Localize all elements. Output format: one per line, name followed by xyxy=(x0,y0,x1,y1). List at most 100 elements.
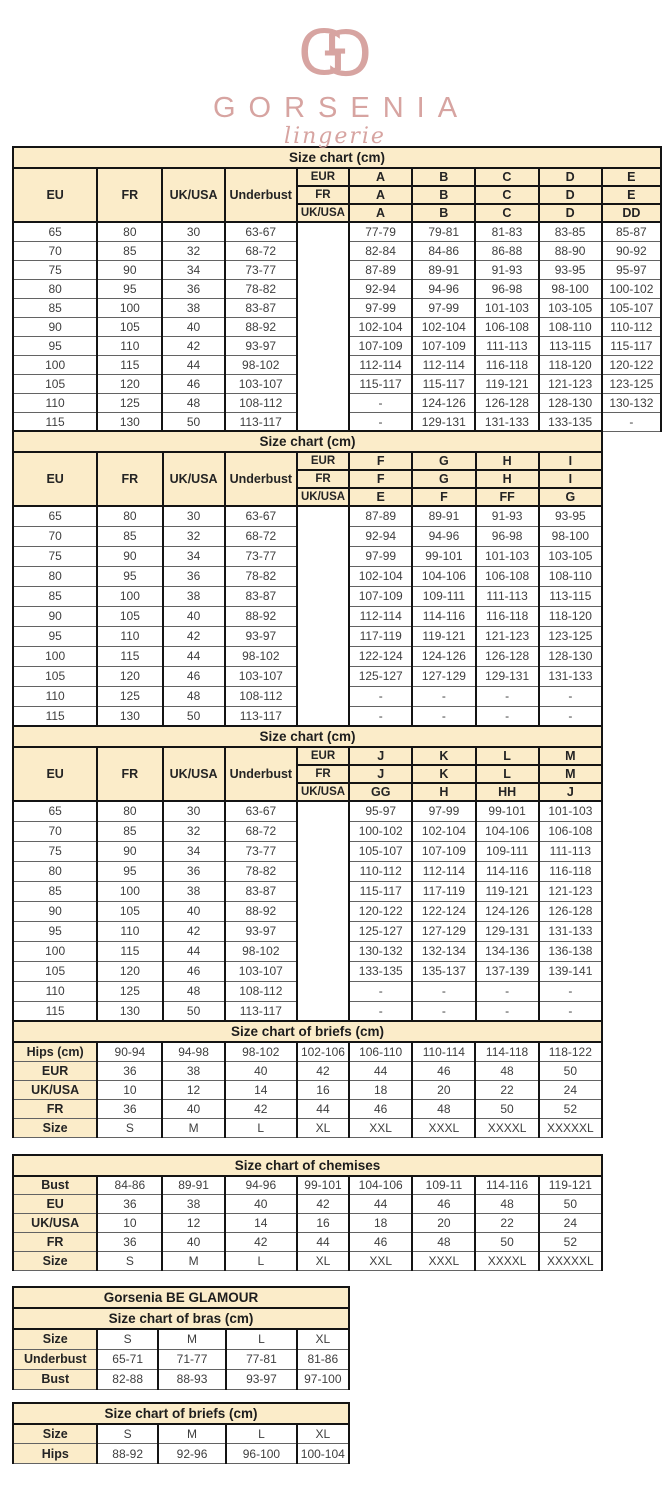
bust-range-value: 84-86 xyxy=(411,240,477,261)
eu-size-value: 70 xyxy=(11,525,99,547)
table-row: Size S M L XL xyxy=(11,1423,351,1444)
bust-range-value: 90-92 xyxy=(600,240,663,261)
cup-letter: D xyxy=(537,185,603,205)
fr-size-value: 95 xyxy=(96,278,164,299)
row-label: Size xyxy=(11,1251,99,1271)
row-label: EUR xyxy=(11,1060,99,1081)
bust-range-value: 121-123 xyxy=(537,880,604,902)
table-row: 105 120 46 103-107 115-117 115-117 119-121 121-… xyxy=(11,373,663,394)
bust-range-value: 100-102 xyxy=(600,278,663,299)
brand-tagline: lingerie xyxy=(284,124,386,149)
bust-range-value: - xyxy=(474,705,540,727)
bust-range-value: - xyxy=(537,1000,604,1022)
fr-size-value: 130 xyxy=(96,411,164,432)
fr-size-value: 80 xyxy=(96,800,164,822)
cup-letter: E xyxy=(348,487,414,507)
bust-range-value: 121-123 xyxy=(474,625,540,647)
uk-usa-size-value: 40 xyxy=(161,605,226,627)
size-value: XL xyxy=(295,1251,351,1271)
chemises-chart-mount: Size chart of chemises Bust 84-86 89-91 94-9… xyxy=(11,1153,670,1271)
bust-range-value: 101-103 xyxy=(537,800,604,822)
size-value: 36 xyxy=(96,1232,164,1252)
size-value: 36 xyxy=(96,1060,164,1081)
uk-usa-size-value: 44 xyxy=(161,940,226,962)
bust-range-value: 85-87 xyxy=(600,221,663,242)
underbust-range-value: 73-77 xyxy=(223,545,298,567)
col-header-uk-usa: UK/USA xyxy=(161,167,226,223)
bust-range-value: 107-109 xyxy=(411,840,477,862)
row-label: Size xyxy=(11,1117,99,1138)
size-value: 118-122 xyxy=(537,1041,604,1062)
size-value: XXXXXL xyxy=(537,1117,604,1138)
table-row: Hips 88-92 92-96 96-100 100-104 xyxy=(11,1443,351,1464)
bust-range-value: 123-125 xyxy=(537,625,604,647)
bust-range-value: 92-94 xyxy=(347,278,414,299)
bust-range-value: 94-96 xyxy=(411,525,477,547)
cup-letter: M xyxy=(537,746,604,766)
uk-usa-size-value: 38 xyxy=(161,880,226,902)
table-row: EUR 36 38 40 42 44 46 48 50 xyxy=(11,1060,604,1081)
underbust-range-value: 63-67 xyxy=(223,221,298,242)
eu-size-value: 95 xyxy=(11,920,99,942)
row-label: EU xyxy=(11,1194,99,1214)
size-value: 104-106 xyxy=(348,1175,414,1195)
fr-size-value: 105 xyxy=(96,605,164,627)
bust-range-value: - xyxy=(537,980,604,1002)
size-value: 38 xyxy=(161,1194,226,1214)
col-header-fr: FR xyxy=(96,451,164,507)
bust-range-value: 93-95 xyxy=(537,259,603,280)
brand-name: GORSENIA xyxy=(212,92,471,124)
cup-letter: L xyxy=(474,746,540,766)
uk-usa-size-value: 38 xyxy=(161,585,226,607)
table-row: FR F G H I xyxy=(13,469,604,489)
bust-range-value: 126-128 xyxy=(474,645,540,667)
size-value: 82-88 xyxy=(96,1368,159,1390)
glamour-bras-size-chart-table: Gorsenia BE GLAMOUR Size chart of bras (c… xyxy=(11,1286,351,1390)
table-row: 90 105 40 88-92 102-104 102-104 106-108 108-110… xyxy=(11,316,663,337)
bust-range-value: 103-105 xyxy=(537,545,604,567)
size-value: XXXXL xyxy=(474,1251,540,1271)
size-value: 71-77 xyxy=(156,1348,228,1370)
underbust-range-value: 108-112 xyxy=(223,980,298,1002)
col-header-eu: EU xyxy=(11,451,99,507)
size-value: 90-94 xyxy=(96,1041,164,1062)
eu-size-value: 85 xyxy=(11,585,99,607)
bust-range-value: 130-132 xyxy=(600,392,663,413)
bust-range-value: 116-118 xyxy=(474,354,540,375)
table-row: EU FR UK/USA Underbust EUR F G H I xyxy=(11,451,604,507)
cup-letter: C xyxy=(474,203,540,223)
table-row: Hips (cm) 90-94 94-98 98-102 102-106 106-110 1… xyxy=(11,1041,604,1062)
uk-usa-size-value: 50 xyxy=(161,1000,226,1022)
bust-range-value: 111-113 xyxy=(474,585,540,607)
table-row: UK/USA 10 12 14 16 18 20 22 24 xyxy=(11,1079,604,1100)
bust-range-value: 134-136 xyxy=(474,940,540,962)
glamour-briefs-size-chart-table: Size chart of briefs (cm) Size S M L XL Hips 88… xyxy=(11,1401,351,1464)
fr-size-value: 95 xyxy=(96,860,164,882)
eu-size-value: 90 xyxy=(11,900,99,922)
table-row: Underbust 65-71 71-77 77-81 81-86 xyxy=(11,1348,351,1370)
size-value: 38 xyxy=(161,1060,226,1081)
bust-range-value: 131-133 xyxy=(474,411,540,432)
cup-letter: DD xyxy=(600,203,663,223)
size-value: L xyxy=(223,1117,298,1138)
bust-range-value: 120-122 xyxy=(348,900,414,922)
size-value: M xyxy=(156,1328,228,1350)
size-chart-table-1: Size chart (cm) EU FR UK/USA Underbust EUR A B C… xyxy=(11,146,663,432)
glamour-bras-chart-mount: Gorsenia BE GLAMOUR Size chart of bras (c… xyxy=(11,1286,670,1390)
bust-range-value: 89-91 xyxy=(411,505,477,527)
uk-usa-size-value: 32 xyxy=(161,525,226,547)
uk-usa-size-value: 30 xyxy=(161,800,226,822)
table-row: 80 95 36 78-82 102-104 104-106 106-108 108-110 xyxy=(11,565,604,587)
cup-letter: C xyxy=(474,185,540,205)
size-value: 94-98 xyxy=(161,1041,226,1062)
bust-range-value: 111-113 xyxy=(537,840,604,862)
chart-title: Size chart (cm) xyxy=(12,725,603,748)
table-row: Size S M L XL XXL XXXL XXXXL XXXXXL xyxy=(11,1117,604,1138)
uk-usa-size-value: 34 xyxy=(161,545,226,567)
fr-size-value: 90 xyxy=(96,259,164,280)
row-label: Size xyxy=(11,1423,99,1444)
uk-usa-size-value: 34 xyxy=(161,259,226,280)
empty-spacer-cell xyxy=(295,221,350,432)
size-value: 22 xyxy=(474,1213,540,1233)
bust-range-value: 118-120 xyxy=(537,605,604,627)
